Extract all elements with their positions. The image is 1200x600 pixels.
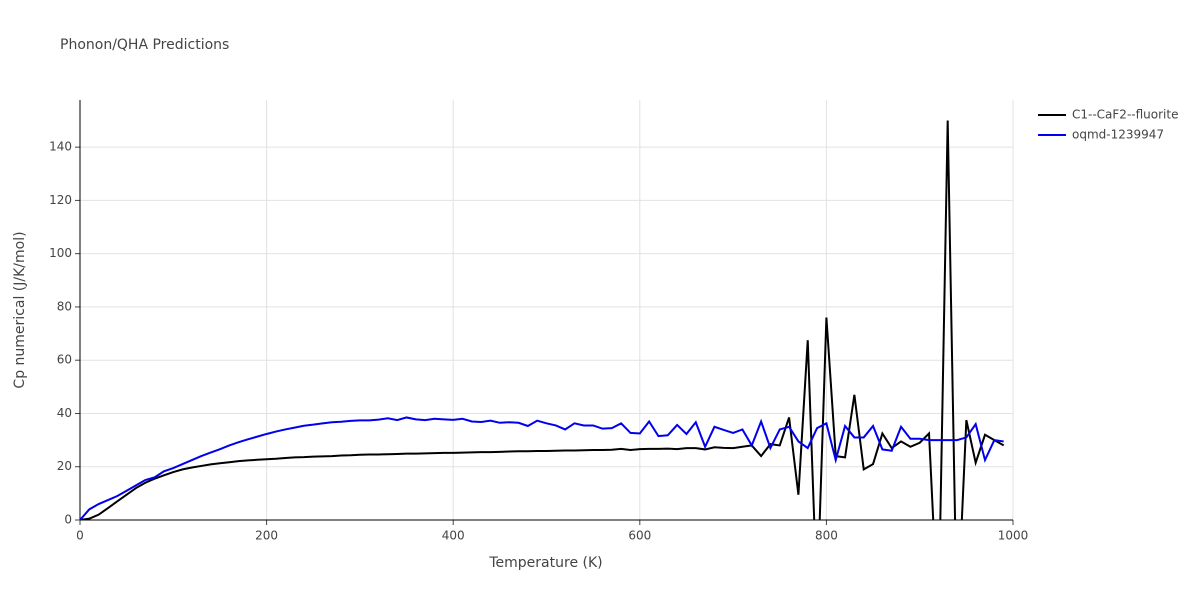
y-tick-label: 60 [57, 353, 72, 367]
line-series [80, 120, 1005, 520]
legend-label: C1--CaF2--fluorite [1072, 108, 1178, 122]
y-tick-label: 100 [49, 246, 72, 260]
legend-label: oqmd-1239947 [1072, 128, 1164, 142]
x-tick-label: 400 [442, 529, 465, 543]
y-tick-label: 20 [57, 459, 72, 473]
x-axis-title: Temperature (K) [488, 555, 602, 571]
line-series [80, 416, 1004, 520]
x-tick-label: 1000 [998, 529, 1029, 543]
x-tick-label: 0 [76, 529, 84, 543]
x-tick-label: 600 [628, 529, 651, 543]
y-tick-label: 80 [57, 299, 72, 313]
x-tick-label: 800 [815, 529, 838, 543]
y-axis-title: Cp numerical (J/K/mol) [12, 231, 28, 388]
chart-title: Phonon/QHA Predictions [60, 37, 229, 53]
y-tick-label: 0 [64, 513, 72, 527]
y-tick-label: 40 [57, 406, 72, 420]
y-tick-label: 120 [49, 193, 72, 207]
x-tick-label: 200 [255, 529, 278, 543]
plot-area [80, 120, 1005, 520]
y-tick-label: 140 [49, 140, 72, 154]
